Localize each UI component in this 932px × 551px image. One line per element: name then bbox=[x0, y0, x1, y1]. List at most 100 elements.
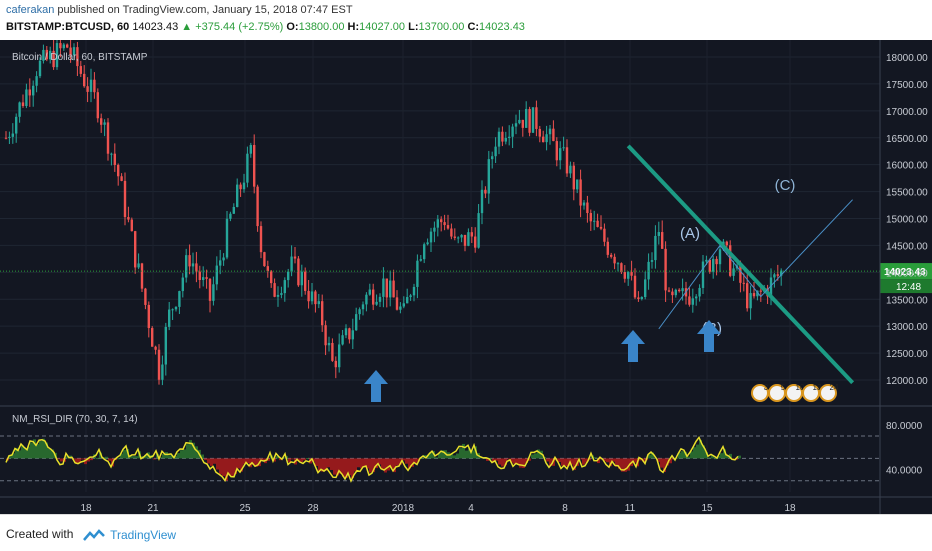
rsi-bar bbox=[393, 458, 396, 473]
rsi-bar bbox=[624, 458, 627, 472]
candle-body bbox=[222, 257, 225, 261]
rsi-bar bbox=[690, 451, 693, 459]
tradingview-brand[interactable]: TradingView bbox=[110, 527, 177, 542]
rsi-bar bbox=[312, 458, 315, 462]
candle-body bbox=[106, 122, 110, 154]
rsi-bar bbox=[495, 458, 498, 461]
event-badge-icon bbox=[819, 384, 837, 402]
candle-body bbox=[525, 108, 528, 128]
candle-body bbox=[42, 49, 45, 61]
rsi-bar bbox=[681, 451, 684, 459]
candle-body bbox=[28, 89, 31, 96]
candle-body bbox=[208, 278, 212, 301]
candle-body bbox=[341, 335, 344, 345]
rsi-bar bbox=[390, 458, 393, 469]
candle-body bbox=[348, 328, 351, 340]
rsi-bar bbox=[204, 458, 207, 461]
rsi-bar bbox=[738, 455, 741, 459]
candle-body bbox=[304, 271, 307, 291]
rsi-bar bbox=[507, 458, 510, 460]
rsi-bar bbox=[225, 458, 228, 481]
candle-body bbox=[596, 220, 599, 227]
high-value: 14027.00 bbox=[359, 21, 406, 33]
rsi-bar bbox=[519, 458, 522, 468]
up-arrow-icon bbox=[621, 330, 645, 362]
rsi-bar bbox=[693, 447, 696, 459]
rsi-bar bbox=[648, 454, 651, 459]
rsi-bar bbox=[663, 458, 666, 473]
rsi-bar bbox=[339, 458, 342, 474]
rsi-bar bbox=[192, 442, 195, 459]
rsi-bar bbox=[396, 458, 399, 466]
rsi-bar bbox=[159, 457, 162, 459]
rsi-bar bbox=[324, 458, 327, 471]
rsi-bar bbox=[435, 457, 438, 459]
candle-body bbox=[314, 291, 317, 305]
candle-body bbox=[147, 304, 150, 329]
candle-body bbox=[616, 263, 620, 265]
candle-body bbox=[688, 296, 691, 305]
candle-body bbox=[195, 263, 198, 272]
candle-body bbox=[11, 133, 14, 137]
candle-body bbox=[256, 186, 259, 227]
rsi-bar bbox=[678, 452, 681, 459]
rsi-bar bbox=[231, 458, 234, 477]
rsi-bar bbox=[327, 458, 330, 468]
candle-body bbox=[474, 236, 477, 248]
rsi-bar bbox=[66, 456, 69, 459]
rsi-bar bbox=[234, 458, 237, 474]
candle-body bbox=[293, 256, 297, 259]
rsi-bar bbox=[567, 458, 570, 467]
rsi-bar bbox=[402, 458, 405, 461]
x-tick-label: 8 bbox=[562, 503, 568, 514]
candle-body bbox=[266, 266, 269, 272]
candle-body bbox=[327, 342, 331, 346]
rsi-bar bbox=[252, 458, 255, 465]
rsi-bar bbox=[321, 458, 324, 472]
rsi-bar bbox=[9, 454, 12, 459]
rsi-bar bbox=[243, 458, 246, 465]
rsi-bar bbox=[276, 456, 279, 459]
candle-body bbox=[470, 232, 473, 237]
event-badge-count: 3 bbox=[764, 383, 769, 392]
countdown-label: 12:48 bbox=[896, 282, 921, 293]
rsi-bar bbox=[378, 458, 381, 465]
candle-body bbox=[171, 309, 174, 311]
author-link[interactable]: caferakan bbox=[6, 4, 55, 16]
rsi-bar bbox=[618, 458, 621, 469]
rsi-bar bbox=[45, 442, 48, 459]
candle-body bbox=[18, 102, 21, 117]
candle-body bbox=[185, 255, 188, 278]
rsi-bar bbox=[42, 438, 45, 459]
rsi-bar bbox=[246, 458, 249, 464]
rsi-bar bbox=[723, 449, 726, 459]
candle-body bbox=[86, 86, 89, 92]
y-tick-label: 15000.00 bbox=[886, 215, 928, 226]
rsi-bar bbox=[570, 458, 573, 465]
rsi-bar bbox=[651, 452, 654, 459]
candle-body bbox=[317, 301, 320, 305]
x-tick-label: 15 bbox=[701, 503, 713, 514]
candle-body bbox=[572, 165, 575, 190]
candle-body bbox=[637, 297, 640, 299]
candle-body bbox=[521, 119, 524, 128]
candle-body bbox=[725, 241, 728, 246]
candle-body bbox=[324, 325, 327, 346]
candle-body bbox=[280, 293, 283, 295]
candle-body bbox=[453, 236, 456, 238]
rsi-bar bbox=[279, 458, 282, 461]
rsi-bar bbox=[489, 458, 492, 460]
candle-body bbox=[259, 226, 263, 253]
candle-body bbox=[76, 47, 79, 67]
candle-body bbox=[242, 182, 246, 190]
candle-body bbox=[674, 289, 677, 296]
candle-body bbox=[392, 280, 395, 298]
rsi-bar bbox=[87, 458, 90, 462]
candle-body bbox=[79, 66, 82, 74]
rsi-bar bbox=[273, 458, 276, 462]
candle-body bbox=[202, 277, 205, 280]
candle-body bbox=[215, 265, 218, 285]
rsi-bar bbox=[210, 458, 213, 466]
